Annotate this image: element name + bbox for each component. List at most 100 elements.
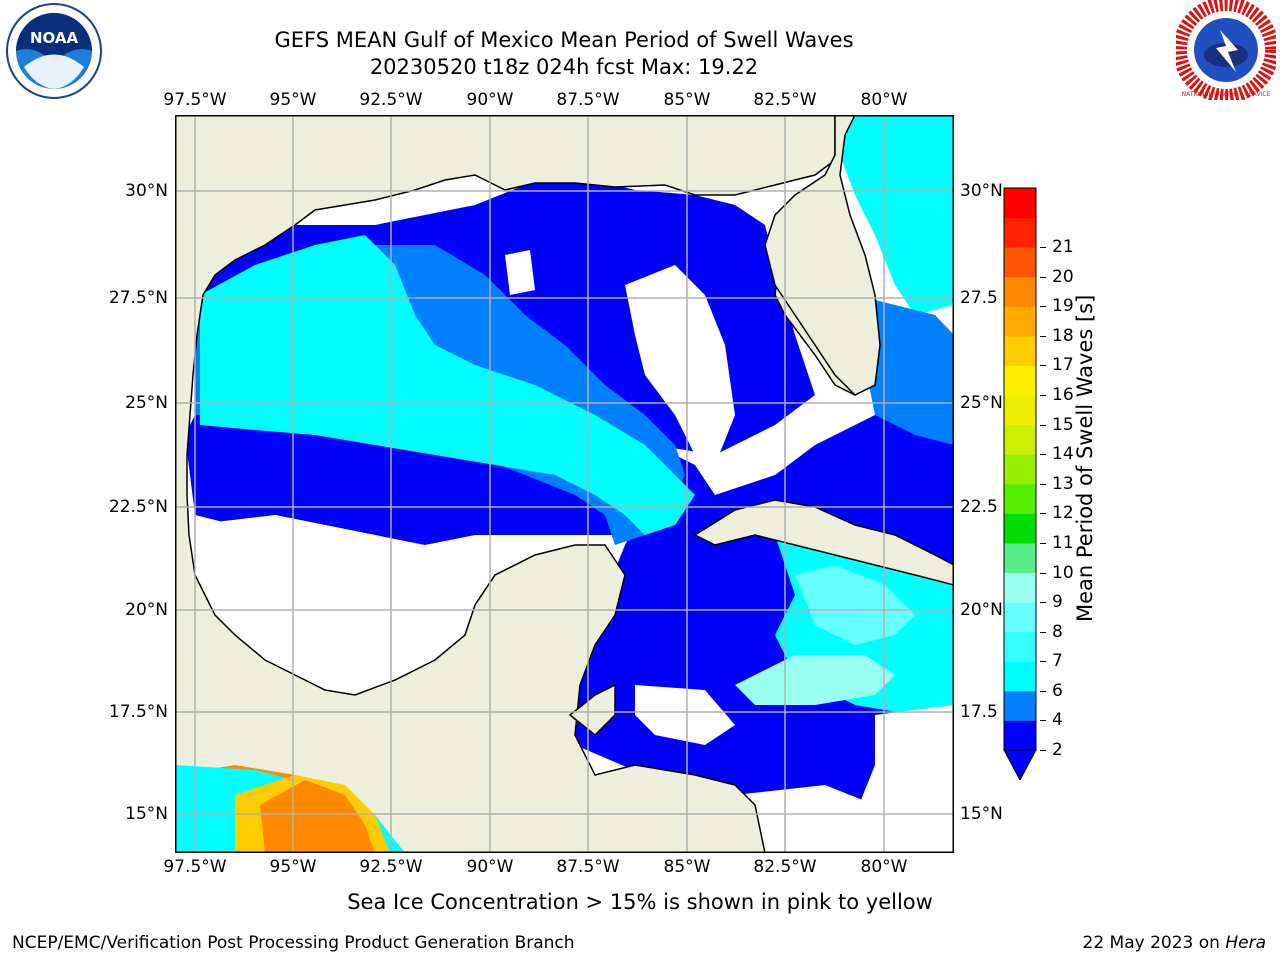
colorbar-tick-mark bbox=[1040, 276, 1046, 278]
lon-label-bottom: 87.5°W bbox=[556, 857, 620, 877]
colorbar-swatch bbox=[1004, 188, 1036, 219]
graticule bbox=[175, 115, 954, 853]
colorbar-label: Mean Period of Swell Waves [s] bbox=[1073, 294, 1097, 622]
colorbar-tick-mark bbox=[1040, 424, 1046, 426]
credit-text: NCEP/EMC/Verification Post Processing Pr… bbox=[12, 933, 575, 953]
lon-label-top: 80°W bbox=[860, 90, 908, 110]
colorbar-tick-label: 9 bbox=[1052, 592, 1063, 613]
map-title: GEFS MEAN Gulf of Mexico Mean Period of … bbox=[274, 28, 854, 52]
colorbar-tick-mark bbox=[1040, 306, 1046, 308]
white-region bbox=[825, 705, 954, 853]
colorbar-swatch bbox=[1004, 690, 1036, 721]
colorbar-swatch bbox=[1004, 424, 1036, 455]
contour-8-9 bbox=[735, 655, 895, 705]
colorbar-tick-label: 4 bbox=[1052, 710, 1063, 731]
lat-label-right: 17.5 bbox=[960, 702, 998, 722]
lat-label-right: 20°N bbox=[960, 600, 1003, 620]
lat-label-right: 15°N bbox=[960, 804, 1003, 824]
colorbar-swatch bbox=[1004, 276, 1036, 307]
land-cuba bbox=[693, 499, 954, 586]
colorbar-tick-label: 21 bbox=[1052, 237, 1074, 258]
lat-label-left: 27.5°N bbox=[108, 288, 168, 308]
lat-label-right: 25°N bbox=[960, 393, 1003, 413]
lat-label-left: 22.5°N bbox=[108, 497, 168, 517]
white-region bbox=[635, 685, 735, 745]
colorbar-tick-mark bbox=[1040, 542, 1046, 544]
nws-logo-text: NATIONAL WEATHER SERVICE bbox=[1182, 91, 1271, 98]
lon-label-top: 90°W bbox=[466, 90, 514, 110]
colorbar-tick-label: 17 bbox=[1052, 355, 1074, 376]
colorbar-tick-mark bbox=[1040, 365, 1046, 367]
colorbar-swatch bbox=[1004, 365, 1036, 396]
lat-label-left: 30°N bbox=[125, 181, 168, 201]
colorbar-tick-mark bbox=[1040, 513, 1046, 515]
noaa-logo-text: NOAA bbox=[30, 29, 79, 47]
colorbar-swatch bbox=[1004, 306, 1036, 337]
colorbar-swatch bbox=[1004, 335, 1036, 366]
lon-label-top: 92.5°W bbox=[359, 90, 423, 110]
colorbar-tick-label: 13 bbox=[1052, 473, 1074, 494]
white-region bbox=[625, 265, 735, 465]
colorbar-tick-mark bbox=[1040, 454, 1046, 456]
lon-label-top: 85°W bbox=[663, 90, 711, 110]
lat-label-left: 20°N bbox=[125, 600, 168, 620]
colorbar-swatch bbox=[1004, 572, 1036, 603]
lon-label-bottom: 92.5°W bbox=[359, 857, 423, 877]
lon-label-top: 87.5°W bbox=[556, 90, 620, 110]
colorbar-tick-label: 12 bbox=[1052, 503, 1074, 524]
lon-label-bottom: 97.5°W bbox=[163, 857, 227, 877]
colorbar-tick-label: 7 bbox=[1052, 651, 1063, 672]
map-panel bbox=[175, 115, 954, 853]
colorbar-tick-label: 10 bbox=[1052, 562, 1074, 583]
colorbar-tick-label: 2 bbox=[1052, 740, 1063, 760]
colorbar-swatch bbox=[1004, 395, 1036, 426]
lon-label-bottom: 85°W bbox=[663, 857, 711, 877]
colorbar-swatch bbox=[1004, 513, 1036, 544]
colorbar-swatch bbox=[1004, 631, 1036, 662]
lon-label-bottom: 95°W bbox=[269, 857, 317, 877]
colorbar-tick-mark bbox=[1040, 750, 1046, 751]
colorbar-tick-mark bbox=[1040, 720, 1046, 722]
lon-label-bottom: 80°W bbox=[860, 857, 908, 877]
colorbar-tick-label: 16 bbox=[1052, 385, 1074, 406]
lat-label-left: 15°N bbox=[125, 804, 168, 824]
land-florida bbox=[764, 115, 881, 396]
colorbar-tick-mark bbox=[1040, 395, 1046, 397]
contour-4-6 bbox=[855, 295, 954, 445]
colorbar bbox=[1003, 187, 1037, 780]
colorbar-tick-label: 15 bbox=[1052, 414, 1074, 435]
white-region bbox=[190, 515, 495, 685]
contour-6-7 bbox=[200, 235, 695, 535]
colorbar-swatch bbox=[1004, 454, 1036, 485]
colorbar-swatches bbox=[1004, 188, 1036, 751]
colorbar-extend-arrow bbox=[1003, 749, 1037, 780]
colorbar-frame bbox=[1003, 187, 1037, 751]
lat-label-left: 17.5°N bbox=[108, 702, 168, 722]
lon-label-top: 82.5°W bbox=[753, 90, 817, 110]
colorbar-swatch bbox=[1004, 661, 1036, 692]
lon-label-bottom: 90°W bbox=[466, 857, 514, 877]
sea-ice-note: Sea Ice Concentration > 15% is shown in … bbox=[347, 890, 933, 914]
colorbar-swatch bbox=[1004, 483, 1036, 514]
contour-6-7 bbox=[835, 115, 954, 315]
date-prefix: 22 May 2023 on bbox=[1082, 933, 1226, 953]
colorbar-tick-label: 18 bbox=[1052, 325, 1074, 346]
colorbar-tick-label: 6 bbox=[1052, 680, 1063, 701]
lon-label-top: 95°W bbox=[269, 90, 317, 110]
lon-label-top: 97.5°W bbox=[163, 90, 227, 110]
colorbar-tick-mark bbox=[1040, 335, 1046, 337]
colorbar-tick-mark bbox=[1040, 602, 1046, 604]
map-subtitle: 20230520 t18z 024h fcst Max: 19.22 bbox=[369, 55, 759, 79]
colorbar-swatch bbox=[1004, 217, 1036, 248]
colorbar-tick-label: 20 bbox=[1052, 266, 1074, 287]
colorbar-tick-mark bbox=[1040, 631, 1046, 633]
colorbar-tick-mark bbox=[1040, 690, 1046, 692]
colorbar-tick-mark bbox=[1040, 572, 1046, 574]
colorbar-swatch bbox=[1004, 602, 1036, 633]
lon-label-bottom: 82.5°W bbox=[753, 857, 817, 877]
land-yucatan bbox=[568, 683, 616, 737]
host-name: Hera bbox=[1225, 933, 1266, 953]
white-region bbox=[505, 250, 535, 295]
lat-label-right: 30°N bbox=[960, 181, 1003, 201]
date-stamp: 22 May 2023 on Hera bbox=[1083, 933, 1267, 953]
